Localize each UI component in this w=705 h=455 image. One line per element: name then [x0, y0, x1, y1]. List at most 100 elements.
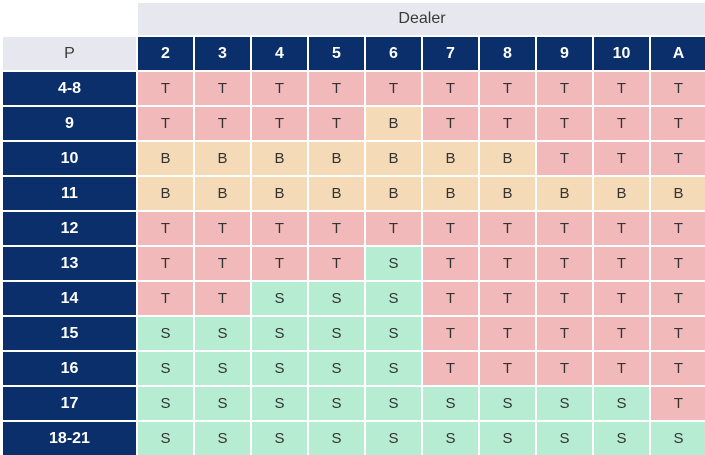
dealer-card-header: 7 — [423, 37, 478, 70]
action-cell: S — [309, 422, 364, 455]
action-cell: T — [651, 282, 705, 315]
action-cell: T — [480, 317, 535, 350]
action-cell: T — [594, 282, 649, 315]
action-cell: T — [651, 247, 705, 280]
action-cell: T — [195, 107, 250, 140]
player-total-label: 12 — [3, 212, 136, 245]
action-cell: T — [594, 72, 649, 105]
action-cell: T — [537, 317, 592, 350]
action-cell: T — [252, 247, 307, 280]
action-cell: B — [366, 142, 421, 175]
action-cell: S — [423, 387, 478, 420]
action-cell: S — [594, 387, 649, 420]
action-cell: T — [195, 247, 250, 280]
action-cell: S — [366, 387, 421, 420]
action-cell: T — [651, 317, 705, 350]
corner-blank — [3, 3, 136, 35]
player-total-label: 11 — [3, 177, 136, 210]
action-cell: S — [480, 422, 535, 455]
dealer-card-header: 3 — [195, 37, 250, 70]
player-total-label: 10 — [3, 142, 136, 175]
action-cell: S — [366, 352, 421, 385]
dealer-header: Dealer — [138, 3, 705, 35]
action-cell: B — [537, 177, 592, 210]
action-cell: T — [309, 72, 364, 105]
action-cell: T — [651, 142, 705, 175]
action-cell: S — [138, 422, 193, 455]
action-cell: T — [594, 142, 649, 175]
action-cell: S — [195, 422, 250, 455]
action-cell: S — [366, 317, 421, 350]
action-cell: T — [252, 72, 307, 105]
action-cell: T — [594, 247, 649, 280]
action-cell: T — [195, 72, 250, 105]
action-cell: T — [651, 212, 705, 245]
action-cell: S — [309, 352, 364, 385]
player-total-label: 16 — [3, 352, 136, 385]
action-cell: T — [195, 212, 250, 245]
action-cell: T — [138, 212, 193, 245]
action-cell: S — [252, 317, 307, 350]
action-cell: T — [423, 247, 478, 280]
player-total-label: 4-8 — [3, 72, 136, 105]
action-cell: B — [651, 177, 705, 210]
player-total-label: 18-21 — [3, 422, 136, 455]
action-cell: S — [309, 317, 364, 350]
action-cell: S — [138, 352, 193, 385]
action-cell: T — [537, 107, 592, 140]
strategy-table: Dealer P 2 3 4 5 6 7 8 9 10 A 4-8 T T T T T T T T T T 9 T T T T B T… — [3, 3, 705, 455]
action-cell: T — [480, 107, 535, 140]
action-cell: B — [195, 142, 250, 175]
action-cell: T — [651, 387, 705, 420]
action-cell: T — [537, 352, 592, 385]
action-cell: S — [651, 422, 705, 455]
action-cell: S — [309, 282, 364, 315]
action-cell: T — [423, 317, 478, 350]
action-cell: S — [138, 317, 193, 350]
player-header: P — [3, 37, 136, 70]
action-cell: T — [309, 212, 364, 245]
action-cell: B — [480, 177, 535, 210]
action-cell: T — [138, 72, 193, 105]
action-cell: S — [252, 282, 307, 315]
action-cell: B — [366, 177, 421, 210]
action-cell: B — [252, 177, 307, 210]
player-total-label: 17 — [3, 387, 136, 420]
dealer-card-header: A — [651, 37, 705, 70]
action-cell: S — [537, 422, 592, 455]
action-cell: B — [423, 177, 478, 210]
action-cell: S — [480, 387, 535, 420]
action-cell: T — [195, 282, 250, 315]
action-cell: T — [366, 212, 421, 245]
action-cell: T — [423, 212, 478, 245]
action-cell: B — [138, 142, 193, 175]
action-cell: T — [651, 72, 705, 105]
action-cell: T — [651, 352, 705, 385]
action-cell: T — [480, 352, 535, 385]
action-cell: S — [252, 387, 307, 420]
action-cell: S — [195, 387, 250, 420]
action-cell: T — [366, 72, 421, 105]
action-cell: T — [594, 212, 649, 245]
player-total-label: 9 — [3, 107, 136, 140]
action-cell: T — [252, 107, 307, 140]
dealer-card-header: 9 — [537, 37, 592, 70]
action-cell: T — [480, 282, 535, 315]
action-cell: S — [252, 422, 307, 455]
action-cell: T — [480, 247, 535, 280]
player-total-label: 15 — [3, 317, 136, 350]
action-cell: S — [309, 387, 364, 420]
dealer-card-header: 8 — [480, 37, 535, 70]
action-cell: T — [423, 107, 478, 140]
action-cell: S — [594, 422, 649, 455]
action-cell: B — [366, 107, 421, 140]
player-total-label: 14 — [3, 282, 136, 315]
action-cell: T — [138, 282, 193, 315]
action-cell: S — [252, 352, 307, 385]
action-cell: T — [651, 107, 705, 140]
action-cell: T — [537, 247, 592, 280]
player-total-label: 13 — [3, 247, 136, 280]
action-cell: B — [423, 142, 478, 175]
dealer-card-header: 2 — [138, 37, 193, 70]
action-cell: T — [423, 282, 478, 315]
